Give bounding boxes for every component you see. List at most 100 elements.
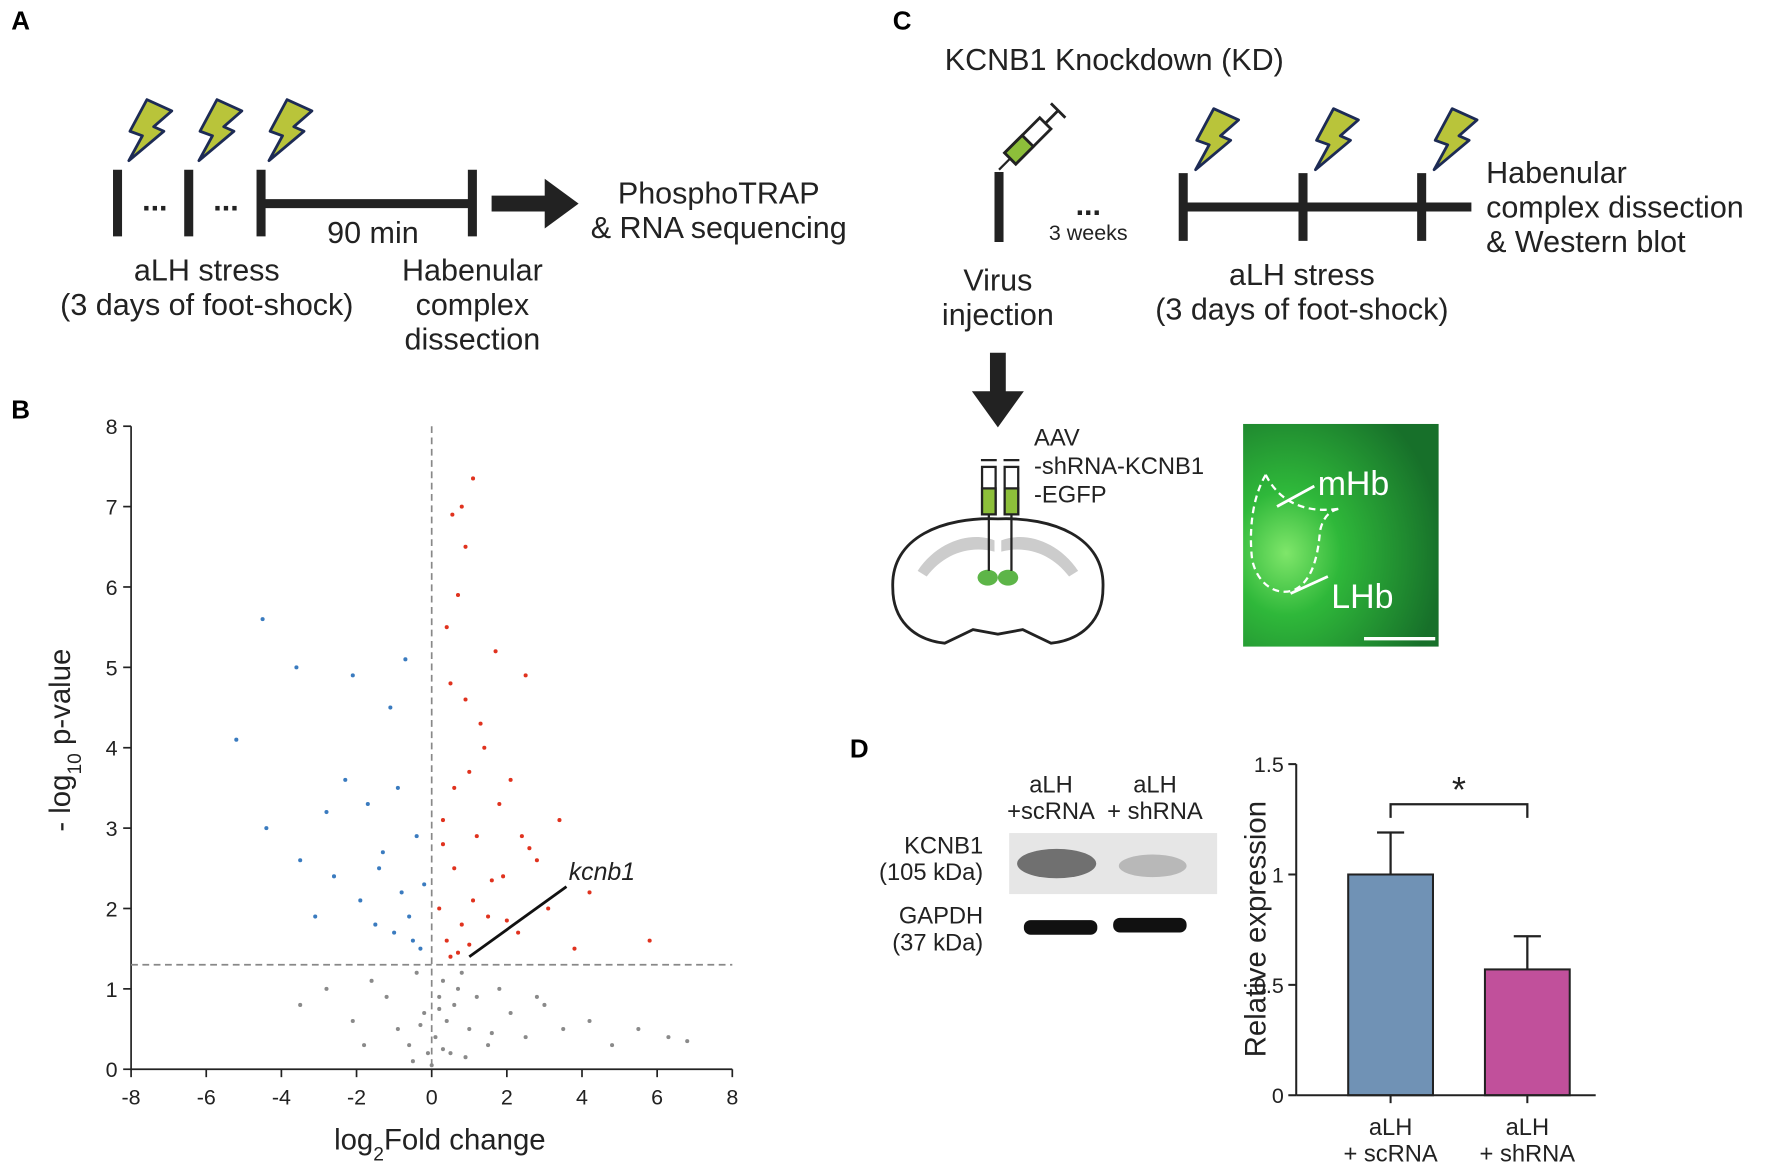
point — [508, 777, 513, 782]
x-tick-label: aLH + shRNA — [1480, 1115, 1576, 1168]
point — [455, 592, 461, 598]
point — [392, 930, 397, 935]
point — [486, 914, 491, 919]
point — [448, 954, 453, 959]
y-tick-label: 0 — [1272, 1084, 1284, 1108]
point — [459, 970, 464, 975]
y-tick-label: 3 — [106, 817, 118, 841]
lane-label: aLH +scRNA — [1007, 772, 1095, 825]
text-line: complex dissection — [1486, 191, 1744, 225]
plunger-cap — [1049, 102, 1067, 119]
point — [478, 721, 483, 726]
y-axis-label-subscript: 10 — [65, 753, 86, 774]
x-axis-label-part: Fold change — [384, 1123, 546, 1156]
text-line: +scRNA — [1007, 799, 1095, 825]
text-line: aLH — [1029, 772, 1073, 798]
significance-bracket — [1389, 803, 1529, 818]
point — [260, 617, 265, 622]
point — [380, 850, 385, 855]
point — [459, 922, 464, 927]
point — [455, 986, 461, 991]
point — [331, 874, 337, 879]
point — [444, 625, 449, 630]
text-line: Habenular — [1486, 156, 1627, 190]
point — [527, 846, 532, 851]
injection-site — [997, 569, 1019, 586]
point — [452, 785, 457, 790]
point — [422, 1010, 427, 1016]
point — [546, 906, 551, 911]
point — [358, 898, 363, 903]
y-tick-label: 1 — [106, 978, 118, 1002]
shock-icon — [1314, 107, 1360, 172]
point — [587, 1018, 592, 1024]
point — [470, 476, 476, 481]
point — [388, 705, 393, 710]
text-line: aLH stress — [134, 253, 280, 287]
outcome-label: PhosphoTRAP & RNA sequencing — [591, 177, 847, 245]
point — [362, 1043, 367, 1048]
point — [410, 938, 415, 943]
x-axis-label-subscript: 2 — [373, 1144, 384, 1165]
point — [489, 878, 494, 883]
point — [587, 890, 592, 895]
y-tick-label: 0.5 — [1254, 974, 1284, 998]
wait-label: 3 weeks — [1049, 221, 1128, 245]
point — [508, 1010, 513, 1016]
text-line: AAV — [1034, 425, 1080, 451]
point — [493, 649, 498, 654]
ellipsis: ... — [142, 183, 167, 217]
text-line: Habenular — [402, 253, 543, 287]
point — [365, 801, 370, 807]
text-line: aLH — [1506, 1115, 1550, 1141]
text-line: aLH stress — [1229, 258, 1375, 292]
point — [425, 1051, 430, 1056]
point — [298, 858, 303, 863]
x-axis-label-part: log — [334, 1123, 373, 1156]
text-line: dissection — [405, 322, 541, 356]
text-line: PhosphoTRAP — [618, 177, 820, 211]
panel-letter: B — [11, 394, 30, 424]
text-line: GAPDH — [899, 903, 983, 929]
blot-band — [1017, 848, 1097, 879]
stress-label: aLH stress (3 days of foot-shock) — [60, 253, 353, 321]
point — [666, 1035, 671, 1040]
point — [384, 994, 389, 999]
text-line: + shRNA — [1480, 1142, 1576, 1168]
fluid — [1003, 487, 1020, 516]
virus-label: AAV -shRNA-KCNB1 -EGFP — [1034, 425, 1204, 508]
syringe — [998, 102, 1067, 171]
point — [343, 777, 348, 782]
blot-band — [1118, 854, 1187, 878]
panel-letter: A — [11, 6, 30, 36]
x-tick-label: aLH + scRNA — [1343, 1115, 1437, 1168]
brain-outline — [891, 517, 1105, 645]
point — [542, 1002, 547, 1007]
point — [433, 1035, 438, 1040]
panel-letter: C — [893, 6, 912, 36]
text-line: + scRNA — [1343, 1142, 1437, 1168]
fluid — [980, 487, 997, 516]
annotation-label: kcnb1 — [569, 858, 635, 886]
protein-label: GAPDH (37 kDa) — [892, 903, 983, 956]
annotation-pointer — [468, 885, 568, 958]
text-line: (3 days of foot-shock) — [60, 288, 353, 322]
point — [448, 1051, 453, 1056]
y-tick-label: 1.5 — [1254, 753, 1284, 777]
outcome-label: Habenular complex dissection & Western blo… — [1486, 156, 1744, 259]
point — [489, 1031, 494, 1036]
region-label: mHb — [1318, 465, 1390, 503]
text-line: + shRNA — [1107, 799, 1203, 825]
dissection-label: Habenular complex dissection — [402, 253, 543, 356]
point — [516, 930, 521, 935]
point — [497, 801, 502, 807]
text-line: & Western blot — [1486, 225, 1686, 259]
text-line: injection — [942, 298, 1054, 332]
panel-a — [113, 100, 579, 237]
blot-band — [1113, 917, 1187, 933]
point — [463, 1055, 468, 1060]
injection-site — [977, 569, 998, 586]
point — [395, 1027, 400, 1032]
point — [534, 994, 539, 999]
